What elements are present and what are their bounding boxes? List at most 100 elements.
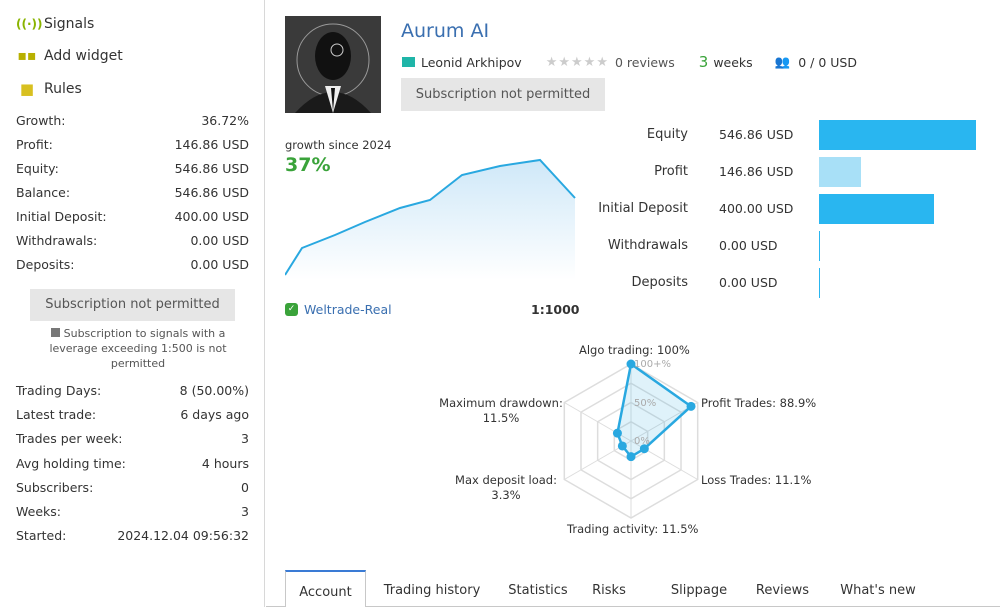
rules-icon: ■ (19, 80, 35, 98)
radar-axis (564, 402, 632, 442)
verified-icon: ✓ (285, 303, 298, 316)
signal-avatar (285, 16, 381, 113)
reviews-count[interactable]: 0 reviews (614, 54, 675, 70)
stat-label: Balance: (16, 185, 71, 200)
radar-label: Trading activity: 11.5% (567, 522, 699, 536)
radar-label: Profit Trades: 88.9% (701, 396, 817, 410)
stat-value: 3 (241, 431, 249, 447)
sidebar: ((·)) Signals ▪▪ Add widget ■ Rules Growth:… (0, 0, 265, 607)
balance-bar (819, 231, 820, 261)
balance-label: Initial Deposit (598, 201, 688, 216)
growth-chart (285, 158, 576, 280)
star-rating: ★★★★★ (545, 54, 609, 70)
radar-grid (596, 401, 666, 481)
stat-value: 146.86 USD (174, 137, 249, 152)
stat-row: Deposits: 0.00 USD (16, 257, 249, 272)
stat-row: Trades per week: 3 (16, 431, 249, 446)
radar-point (626, 452, 636, 462)
radar-tick: 0% (634, 436, 650, 447)
subscribers-value: 0 / 0 USD (798, 54, 857, 70)
stat-row: Withdrawals: 0.00 USD (16, 233, 249, 248)
tab-trading-history[interactable]: Trading history (383, 583, 481, 598)
subscribe-button[interactable]: Subscription not permitted (30, 289, 235, 321)
stat-value: 0 (241, 479, 249, 495)
stat-label: Latest trade: (16, 407, 97, 423)
signal-title[interactable]: Aurum AI (401, 20, 490, 42)
warning-text: Subscription to signals with a leverage … (49, 327, 227, 370)
tab-reviews[interactable]: Reviews (755, 583, 810, 598)
balance-bar (819, 268, 820, 298)
stat-label: Profit: (16, 137, 53, 152)
subscribe-button-header[interactable]: Subscription not permitted (401, 78, 605, 111)
stat-value: 4 hours (201, 455, 249, 471)
stat-value: 546.86 USD (174, 161, 249, 176)
stat-label: Avg holding time: (16, 455, 126, 471)
radar-label: Loss Trades: 11.1% (701, 473, 812, 487)
stat-label: Trading Days: (16, 383, 102, 398)
balance-value: 0.00 USD (719, 275, 778, 290)
balance-bar (819, 194, 934, 224)
balance-label: Deposits (631, 275, 688, 290)
stat-label: Trades per week: (16, 431, 123, 447)
stat-row: Initial Deposit: 400.00 USD (16, 209, 249, 224)
radar-label: Maximum drawdown: 11.5% (439, 396, 563, 425)
stat-value: 3 (241, 504, 249, 519)
balance-value: 400.00 USD (719, 201, 794, 216)
flag-icon (402, 57, 415, 67)
stat-row: Subscribers: 0 (16, 480, 249, 495)
stat-label: Equity: (16, 161, 59, 176)
stat-row: Weeks: 3 (16, 504, 249, 519)
widget-icon: ▪▪ (17, 48, 37, 64)
nav-signals[interactable]: ((·)) Signals (16, 16, 94, 32)
radar-tick: 100+% (634, 359, 671, 370)
nav-label: Add widget (44, 48, 123, 64)
info-icon (50, 328, 60, 337)
balance-label: Profit (654, 164, 688, 179)
balance-label: Equity (646, 127, 688, 142)
growth-label: growth since 2024 (285, 138, 392, 152)
broker-link[interactable]: Weltrade-Real (304, 302, 392, 317)
radar-label: Max deposit load: 3.3% (455, 473, 557, 502)
stat-value: 0.00 USD (190, 233, 249, 248)
stat-label: Weeks: (16, 504, 61, 519)
author-link[interactable]: Leonid Arkhipov (421, 54, 522, 70)
stat-row: Trading Days: 8 (50.00%) (16, 383, 249, 398)
leverage-value: 1:1000 (531, 302, 580, 317)
stat-value: 400.00 USD (174, 209, 249, 224)
stat-row: Balance: 546.86 USD (16, 185, 249, 200)
balance-bar (819, 157, 862, 187)
balance-label: Withdrawals (607, 238, 688, 253)
stat-value: 8 (50.00%) (179, 383, 249, 398)
stat-row: Equity: 546.86 USD (16, 161, 249, 176)
stat-row: Growth: 36.72% (16, 113, 249, 128)
nav-label: Rules (44, 81, 82, 97)
tab-what-s-new[interactable]: What's new (840, 583, 916, 598)
tab-risks[interactable]: Risks (592, 583, 626, 598)
radar-label: Algo trading: 100% (579, 343, 690, 357)
growth-line (285, 158, 576, 276)
growth-value: 37% (285, 154, 331, 176)
radar-axis (564, 440, 632, 480)
nav-add-widget[interactable]: ▪▪ Add widget (16, 48, 123, 64)
weeks-label: weeks (713, 54, 753, 70)
tab-account[interactable]: Account (285, 570, 366, 607)
stat-row: Profit: 146.86 USD (16, 137, 249, 152)
balance-value: 546.86 USD (719, 127, 794, 142)
nav-rules[interactable]: ■ Rules (16, 80, 82, 98)
subscribers-icon: 👥 (774, 54, 791, 69)
stat-label: Subscribers: (16, 479, 94, 495)
weeks-number: 3 (698, 53, 709, 71)
radar-point (686, 401, 696, 411)
nav-label: Signals (44, 16, 95, 32)
stat-value: 0.00 USD (190, 257, 249, 272)
radar-grid (580, 382, 682, 500)
radar-tick: 50% (634, 398, 657, 409)
tab-slippage[interactable]: Slippage (670, 583, 728, 598)
tab-statistics[interactable]: Statistics (508, 583, 568, 598)
stat-row: Started: 2024.12.04 09:56:32 (16, 528, 249, 543)
radar-point (612, 428, 622, 438)
stat-value: 2024.12.04 09:56:32 (117, 528, 249, 544)
balance-bar (819, 120, 976, 150)
balance-value: 146.86 USD (719, 164, 794, 179)
stat-row: Latest trade: 6 days ago (16, 407, 249, 422)
